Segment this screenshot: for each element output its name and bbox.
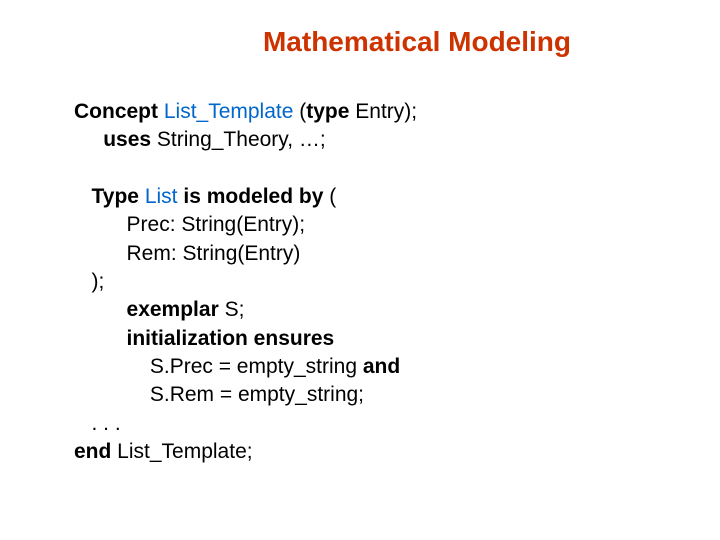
code-token (74, 298, 127, 321)
code-line: exemplar S; (74, 296, 660, 324)
code-token: Rem: String(Entry) (74, 242, 300, 265)
code-token: ( (293, 100, 306, 123)
code-token: S; (219, 298, 245, 321)
code-token: List (145, 185, 178, 208)
code-token (74, 185, 92, 208)
code-token: Prec: String(Entry); (74, 213, 305, 236)
code-token: is modeled by (183, 185, 323, 208)
code-token: S.Rem = empty_string; (74, 383, 364, 406)
code-token: String_Theory, …; (151, 128, 326, 151)
code-token: initialization ensures (127, 327, 335, 350)
code-token: end (74, 440, 111, 463)
code-token: type (306, 100, 349, 123)
code-line: S.Prec = empty_string and (74, 353, 660, 381)
code-token: ); (74, 270, 104, 293)
code-token: Entry); (349, 100, 417, 123)
code-token: exemplar (127, 298, 219, 321)
slide-title: Mathematical Modeling (174, 26, 660, 58)
slide: Mathematical Modeling Concept List_Templ… (0, 0, 720, 540)
code-line: . . . (74, 410, 660, 438)
code-token: List_Template (164, 100, 294, 123)
code-token: List_Template; (111, 440, 252, 463)
code-token: S.Prec = empty_string (74, 355, 363, 378)
code-line: uses String_Theory, …; (74, 126, 660, 154)
code-line: Rem: String(Entry) (74, 240, 660, 268)
code-token: Concept (74, 100, 158, 123)
code-token: . . . (74, 412, 121, 435)
code-token: uses (103, 128, 151, 151)
code-token: ( (323, 185, 336, 208)
code-line: Type List is modeled by ( (74, 183, 660, 211)
code-line: Prec: String(Entry); (74, 211, 660, 239)
code-line (74, 155, 660, 183)
code-token (74, 157, 80, 180)
code-line: end List_Template; (74, 438, 660, 466)
code-line: S.Rem = empty_string; (74, 381, 660, 409)
code-token (74, 128, 103, 151)
code-token (74, 327, 127, 350)
code-block: Concept List_Template (type Entry); uses… (74, 98, 660, 466)
code-line: Concept List_Template (type Entry); (74, 98, 660, 126)
code-line: ); (74, 268, 660, 296)
code-token: Type (92, 185, 139, 208)
code-token: and (363, 355, 400, 378)
code-line: initialization ensures (74, 325, 660, 353)
